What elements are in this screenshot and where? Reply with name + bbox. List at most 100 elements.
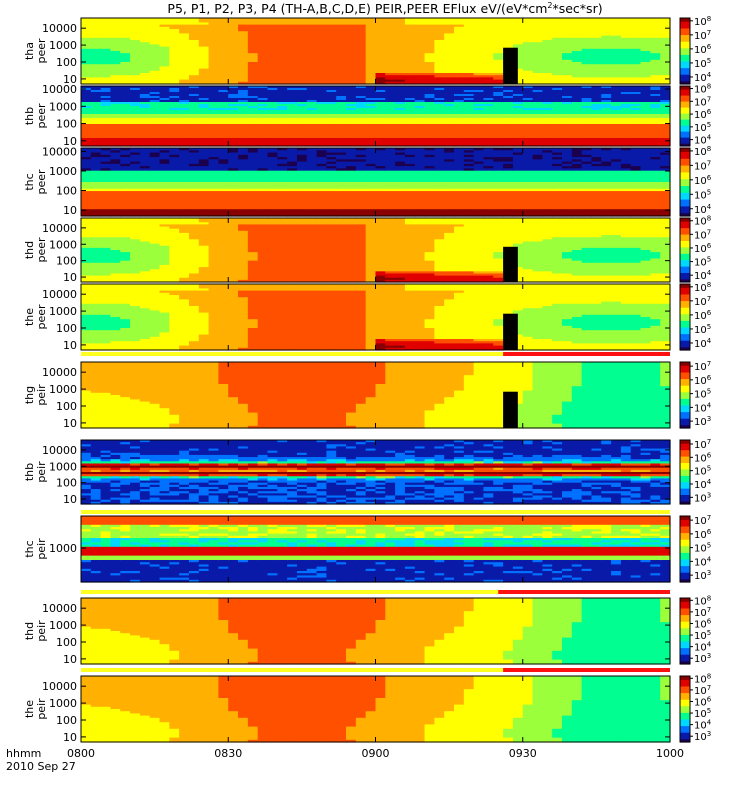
y-tick-label: 10000 xyxy=(42,22,77,35)
colorbar-tick-label: 104 xyxy=(694,401,712,414)
colorbar-tick-label: 105 xyxy=(694,256,711,269)
y-tick-label: 10000 xyxy=(42,83,77,96)
colorbar-frame xyxy=(679,147,691,217)
heatmap-cells xyxy=(81,148,671,217)
y-tick-label: 10 xyxy=(63,731,77,744)
colorbar-tick-label: 106 xyxy=(694,174,712,187)
figure-title: P5, P1, P2, P3, P4 (TH-A,B,C,D,E) PEIR,P… xyxy=(167,1,602,16)
heatmap-cells xyxy=(81,440,671,505)
y-tick-label: 1000 xyxy=(49,542,77,555)
heatmap-cells xyxy=(81,284,671,351)
colorbar-tick-label: 108 xyxy=(694,145,711,158)
y-tick-label: 10000 xyxy=(42,366,77,379)
flag-bar xyxy=(81,590,670,594)
y-tick-label: 10 xyxy=(63,653,77,666)
flag-bar-active xyxy=(503,668,670,672)
heatmap-cells xyxy=(81,516,671,583)
flag-bar xyxy=(81,352,670,356)
colorbar-tick-label: 107 xyxy=(694,228,711,241)
colorbar-frame xyxy=(679,675,691,743)
panel-label: thg xyxy=(23,386,36,404)
panel-label: peer xyxy=(35,304,48,330)
y-tick-label: 1000 xyxy=(49,39,77,52)
colorbar-tick-label: 108 xyxy=(694,15,711,28)
panel-label: tha xyxy=(23,42,36,60)
panel-label: the xyxy=(23,308,36,326)
panel-label: peer xyxy=(35,237,48,263)
colorbar-frame xyxy=(679,217,691,283)
colorbar-tick-label: 104 xyxy=(694,555,712,568)
colorbar-tick-label: 108 xyxy=(694,281,711,294)
x-tick-label: 1000 xyxy=(656,747,684,760)
heatmap-cells xyxy=(81,362,671,429)
panel-label: thd xyxy=(23,622,36,640)
colorbar-tick-label: 106 xyxy=(694,43,712,56)
y-tick-label: 10 xyxy=(63,417,77,430)
y-tick-label: 100 xyxy=(56,636,77,649)
y-tick-label: 10000 xyxy=(42,288,77,301)
y-tick-label: 100 xyxy=(56,118,77,131)
heatmap-cells xyxy=(81,598,671,665)
y-tick-label: 10 xyxy=(63,271,77,284)
y-tick-label: 100 xyxy=(56,56,77,69)
x-tick-label: 0900 xyxy=(362,747,390,760)
y-tick-label: 10000 xyxy=(42,145,77,158)
panel-label: peir xyxy=(35,538,48,560)
y-tick-label: 100 xyxy=(56,477,77,490)
panel-label: peir xyxy=(35,698,48,720)
colorbar-tick-label: 105 xyxy=(694,188,711,201)
y-tick-label: 10 xyxy=(63,204,77,217)
y-tick-label: 1000 xyxy=(49,619,77,632)
y-tick-label: 100 xyxy=(56,322,77,335)
colorbar-tick-label: 105 xyxy=(694,465,711,478)
flag-bar xyxy=(81,510,670,514)
y-tick-label: 1000 xyxy=(49,165,77,178)
heatmap-cells xyxy=(81,218,671,283)
heatmap-cells xyxy=(81,676,671,743)
colorbar-tick-label: 103 xyxy=(694,491,711,504)
colorbar-frame xyxy=(679,361,691,429)
date-label: 2010 Sep 27 xyxy=(6,760,76,773)
y-tick-label: 1000 xyxy=(49,100,77,113)
colorbar-tick-label: 103 xyxy=(694,730,711,743)
heatmap-cells xyxy=(81,86,671,147)
y-tick-label: 1000 xyxy=(49,238,77,251)
colorbar-tick-label: 105 xyxy=(694,542,711,555)
panel-label: thc xyxy=(23,173,36,190)
colorbar-tick-label: 104 xyxy=(694,478,712,491)
panel-label: peir xyxy=(35,384,48,406)
colorbar-tick-label: 107 xyxy=(694,29,711,42)
colorbar-tick-label: 103 xyxy=(694,569,711,582)
colorbar-tick-label: 105 xyxy=(694,388,711,401)
panel-label: peir xyxy=(35,461,48,483)
heatmap-cells xyxy=(81,18,671,85)
colorbar-frame xyxy=(679,17,691,85)
colorbar-tick-label: 105 xyxy=(694,57,711,70)
panel-label: peer xyxy=(35,169,48,195)
y-tick-label: 100 xyxy=(56,255,77,268)
y-tick-label: 10 xyxy=(63,339,77,352)
panel-label: thb xyxy=(23,107,36,125)
colorbar-tick-label: 105 xyxy=(694,323,711,336)
title-prefix: P5, P1, P2, P3, P4 (TH-A,B,C,D,E) PEIR,P… xyxy=(167,1,547,16)
y-tick-label: 1000 xyxy=(49,460,77,473)
data-gap xyxy=(503,47,518,84)
panel-label: peer xyxy=(35,103,48,129)
flag-bar-active xyxy=(503,352,670,356)
y-tick-label: 10000 xyxy=(42,222,77,235)
time-axis: 0800 0830 0900 0930 1000 xyxy=(67,747,684,760)
x-tick-label: 0830 xyxy=(214,747,242,760)
